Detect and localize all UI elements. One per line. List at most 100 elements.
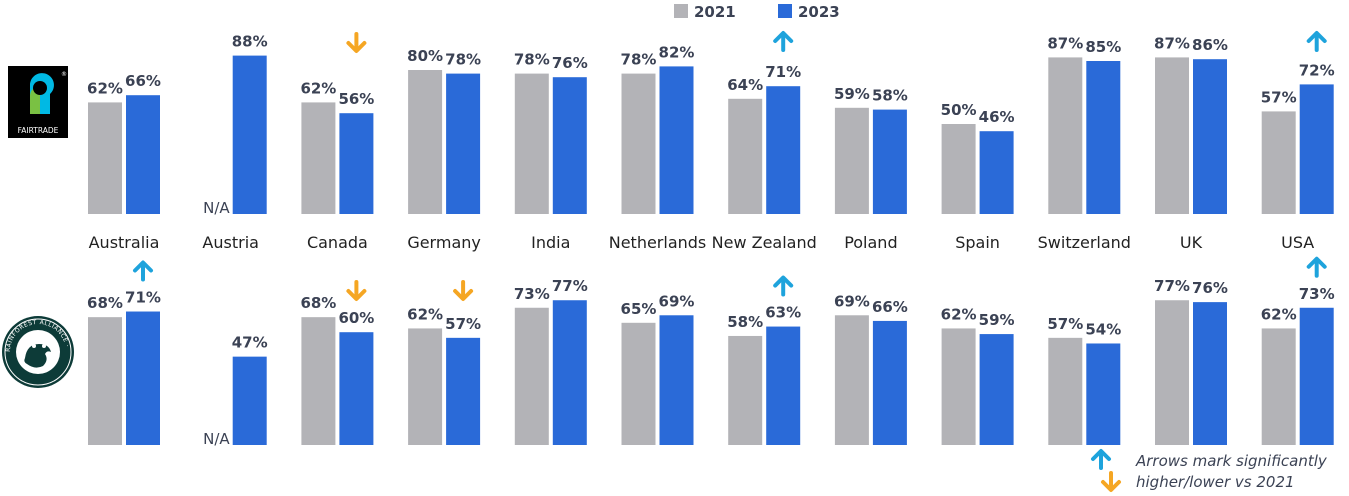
- label-2023-austria: 88%: [232, 33, 268, 51]
- bar-2023-new-zealand: [766, 86, 801, 214]
- bar-2023-switzerland: [1086, 61, 1121, 214]
- bar-2023-usa: [1299, 84, 1334, 215]
- label-2023-spain: 59%: [979, 311, 1015, 329]
- bar-2023-switzerland: [1086, 343, 1121, 445]
- bar-2021-poland: [834, 107, 869, 214]
- label-2021-australia: 68%: [87, 294, 123, 312]
- label-2023-germany: 57%: [445, 315, 481, 333]
- bar-2021-canada: [301, 317, 336, 445]
- bar-2023-india: [552, 300, 587, 445]
- group-spain: 62% 59%: [941, 305, 1015, 445]
- label-2021-switzerland: 87%: [1047, 34, 1083, 52]
- bar-2021-australia: [88, 317, 122, 445]
- na-label-austria: N/A: [203, 430, 230, 448]
- label-2023-new-zealand: 71%: [765, 63, 801, 81]
- group-new-zealand: 64%71%: [727, 31, 801, 214]
- bar-2021-usa: [1261, 328, 1296, 445]
- note-up-arrow-shape: [1091, 449, 1111, 470]
- category-label-usa: USA: [1281, 233, 1314, 252]
- significance-up-arrow-icon: [773, 275, 794, 297]
- bar-2021-new-zealand: [728, 335, 763, 445]
- arrow-key-note: Arrows mark significantly higher/lower v…: [1091, 449, 1328, 492]
- label-2023-india: 76%: [552, 54, 588, 72]
- category-label-uk: UK: [1180, 233, 1203, 252]
- label-2023-australia: 71%: [125, 289, 161, 307]
- label-2021-uk: 77%: [1154, 277, 1190, 295]
- bar-2021-spain: [941, 328, 976, 445]
- significance-up-arrow-icon: [773, 31, 794, 52]
- group-austria: N/A 88%: [203, 33, 268, 217]
- bar-2021-uk: [1155, 57, 1189, 215]
- fairtrade-logo-text: FAIRTRADE: [18, 126, 59, 135]
- label-2021-spain: 50%: [941, 101, 977, 119]
- significance-up-arrow-icon: [1306, 31, 1327, 52]
- category-label-switzerland: Switzerland: [1038, 233, 1131, 252]
- category-label-new-zealand: New Zealand: [712, 233, 817, 252]
- panel-rainforest-alliance: 68% 71%N/A47%68%60% 62%57%73% 77%65% 69%58%6…: [87, 256, 1335, 448]
- label-2021-netherlands: 65%: [621, 300, 657, 318]
- group-uk: 87% 86%: [1154, 34, 1228, 215]
- bar-2023-usa: [1299, 307, 1334, 445]
- legend-swatch-2023: [778, 4, 792, 18]
- label-2021-uk: 87%: [1154, 34, 1190, 52]
- label-2023-canada: 60%: [338, 309, 374, 327]
- label-2023-switzerland: 85%: [1085, 38, 1121, 56]
- significance-up-arrow-icon: [133, 260, 153, 282]
- bar-2021-spain: [941, 124, 976, 214]
- bar-2023-canada: [339, 113, 374, 214]
- label-2021-new-zealand: 64%: [727, 76, 763, 94]
- label-2023-india: 77%: [552, 277, 588, 295]
- label-2021-netherlands: 78%: [621, 51, 657, 69]
- legend-swatch-2021: [674, 4, 688, 18]
- label-2021-usa: 57%: [1261, 88, 1297, 106]
- note-down-arrow-icon: [1101, 471, 1121, 492]
- group-austria: N/A 47%: [203, 334, 268, 448]
- group-canada: 62%56%: [300, 32, 374, 214]
- label-2023-uk: 86%: [1192, 36, 1228, 54]
- label-2023-new-zealand: 63%: [765, 304, 801, 322]
- category-label-germany: Germany: [407, 233, 481, 252]
- note-line-1: Arrows mark significantly: [1135, 452, 1328, 470]
- category-label-netherlands: Netherlands: [609, 233, 707, 252]
- group-new-zealand: 58%63%: [727, 275, 801, 445]
- group-uk: 77% 76%: [1154, 277, 1228, 445]
- group-germany: 80% 78%: [407, 47, 481, 214]
- bar-2023-netherlands: [659, 315, 694, 445]
- label-2021-australia: 62%: [87, 79, 123, 97]
- bar-2023-germany: [446, 73, 481, 214]
- bar-2021-canada: [301, 102, 336, 214]
- category-label-canada: Canada: [307, 233, 368, 252]
- bar-2021-uk: [1155, 300, 1189, 445]
- panel-fairtrade: 62% 66%AustraliaN/A88%Austria62%56%Canada…: [87, 31, 1335, 252]
- label-2021-canada: 68%: [300, 294, 336, 312]
- label-2021-new-zealand: 58%: [727, 313, 763, 331]
- note-down-arrow-shape: [1101, 471, 1121, 492]
- bar-2023-poland: [872, 320, 907, 445]
- group-poland: 59% 58%: [834, 85, 908, 214]
- category-label-spain: Spain: [955, 233, 1000, 252]
- bar-2021-india: [514, 73, 549, 214]
- group-usa: 57%72%: [1261, 31, 1335, 215]
- group-australia: 62% 66%: [87, 72, 161, 214]
- category-label-india: India: [531, 233, 570, 252]
- label-2021-canada: 62%: [300, 79, 336, 97]
- group-netherlands: 78% 82%: [621, 43, 694, 215]
- group-spain: 50% 46%: [941, 101, 1015, 214]
- category-label-poland: Poland: [844, 233, 897, 252]
- rainforest-alliance-logo: RAINFOREST ALLIANCE · PEOPLE & NATURE: [0, 0, 74, 388]
- bar-2021-india: [514, 307, 549, 445]
- label-2023-netherlands: 69%: [659, 292, 695, 310]
- bar-2023-australia: [126, 311, 160, 445]
- legend-label-2021: 2021: [694, 3, 736, 21]
- legend-label-2023: 2023: [798, 3, 840, 21]
- note-up-arrow-icon: [1091, 449, 1111, 470]
- label-2021-poland: 59%: [834, 85, 870, 103]
- label-2023-poland: 58%: [872, 87, 908, 105]
- group-usa: 62%73%: [1261, 256, 1335, 445]
- label-2023-usa: 73%: [1299, 285, 1335, 303]
- label-2021-switzerland: 57%: [1047, 315, 1083, 333]
- bar-2023-spain: [979, 131, 1014, 214]
- significance-down-arrow-icon: [346, 32, 367, 53]
- bar-2023-poland: [872, 109, 907, 214]
- bar-2021-netherlands: [621, 322, 656, 445]
